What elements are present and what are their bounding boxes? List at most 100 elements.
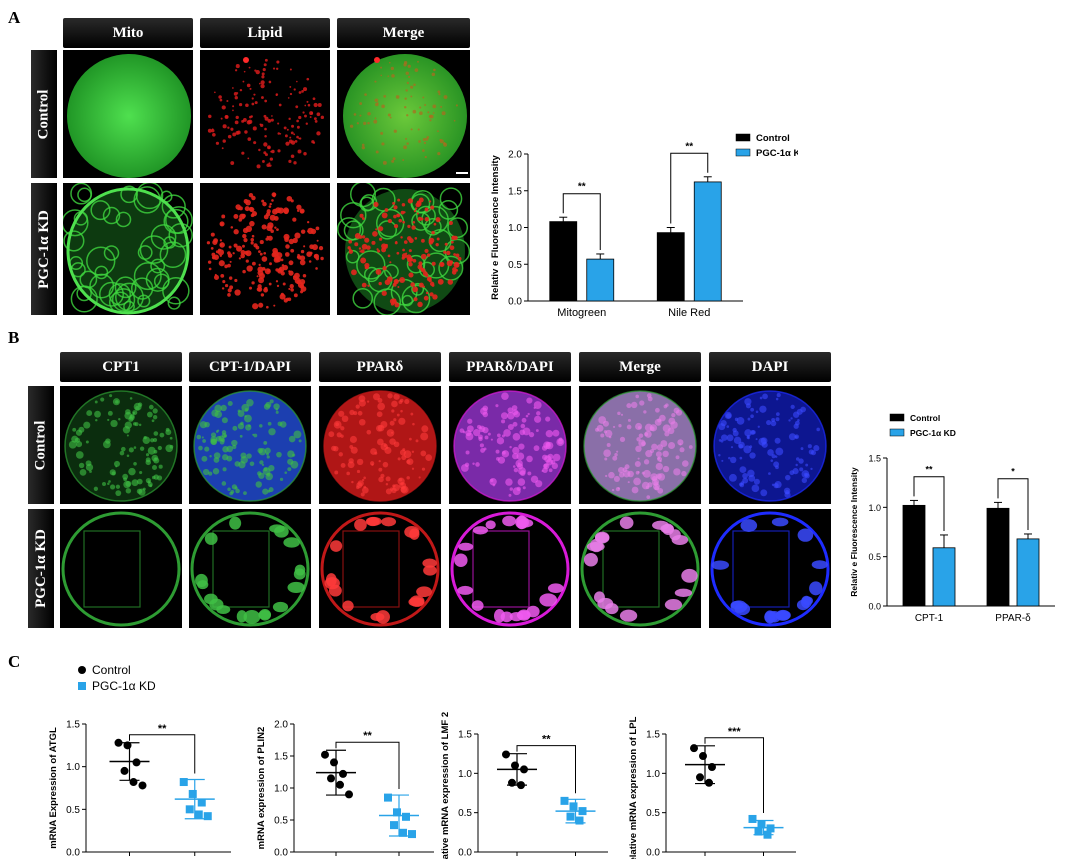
data-point: [336, 780, 344, 789]
image-b-r1-c1: [189, 509, 311, 628]
category-label: PPAR-δ: [995, 613, 1031, 624]
image-b-r1-c5: [709, 509, 831, 628]
y-tick-label: 1.0: [274, 784, 288, 795]
bar-control-1: [656, 232, 685, 302]
panel-letter-a: A: [8, 8, 21, 27]
bar-control-0: [549, 221, 578, 302]
y-tick-label: 1.5: [458, 730, 472, 741]
y-tick-label: 0.5: [274, 816, 288, 827]
legend-label: Control: [756, 133, 790, 144]
y-tick-label: 0.5: [646, 808, 660, 819]
category-label: Nile Red: [668, 307, 710, 319]
chart-c-atgl: 0.0 0.5 1.0 1.5 mRNA Expression of ATGL **: [48, 720, 231, 859]
data-point: [345, 790, 353, 799]
y-axis-label: Relative mRNA expression of LMF 2: [440, 712, 451, 859]
bar-pgc1kd-1: [693, 181, 722, 302]
image-merge-control: [337, 50, 470, 178]
data-point: [748, 814, 757, 823]
significance-label: **: [685, 141, 693, 152]
data-point: [757, 820, 766, 829]
data-point: [390, 821, 398, 830]
data-point: [129, 778, 138, 787]
data-point: [408, 830, 416, 839]
y-tick-label: 2.0: [274, 720, 288, 731]
data-point: [399, 828, 407, 837]
significance-bracket: [516, 745, 576, 794]
header-mito: Mito: [63, 18, 193, 48]
legend-swatch: [889, 428, 905, 437]
y-axis-label: Relativ e Fluorescence Intensity: [490, 154, 501, 299]
y-tick-label: 0.0: [274, 848, 288, 859]
significance-label: **: [542, 734, 551, 746]
bar-pgc1kd-0: [586, 258, 615, 302]
header-merge-b: Merge: [579, 352, 701, 382]
chart-c-plin2: 0.0 0.5 1.0 1.5 2.0 mRNA expression of PLIN2 *…: [256, 720, 434, 859]
data-point: [696, 773, 704, 782]
row-label-kd-b: PGC-1α KD: [28, 509, 54, 628]
data-point: [766, 824, 775, 833]
panel-letter-c: C: [8, 652, 21, 671]
y-tick-label: 0.5: [868, 552, 881, 562]
image-b-r1-c3: [449, 509, 571, 628]
data-point: [188, 789, 197, 798]
image-mito-kd: [63, 183, 193, 315]
legend-swatch: [735, 133, 751, 142]
y-tick-label: 1.5: [868, 454, 881, 464]
image-b-r0-c2: [319, 386, 441, 504]
legend-c-kd-marker: [78, 682, 86, 690]
image-mito-control: [63, 50, 193, 178]
y-tick-label: 1.5: [66, 720, 80, 731]
y-tick-label: 1.0: [868, 503, 881, 513]
legend-label: PGC-1α KD: [756, 148, 798, 159]
y-tick-label: 1.5: [646, 730, 660, 741]
data-point: [327, 774, 335, 783]
image-b-r0-c1: [189, 386, 311, 504]
significance-bracket: [704, 737, 764, 813]
data-point: [560, 796, 569, 805]
significance-label: ***: [728, 726, 742, 738]
data-point: [132, 758, 141, 767]
significance-label: **: [578, 182, 586, 193]
significance-bracket: [913, 476, 945, 531]
row-label-kd-a: PGC-1α KD: [31, 183, 57, 315]
data-point: [321, 750, 329, 759]
image-b-r0-c4: [579, 386, 701, 504]
y-tick-label: 1.5: [274, 752, 288, 763]
chart-a-fluorescence: 0.0 0.5 1.0 1.5 2.0 Relativ e Fluorescence In…: [490, 133, 798, 319]
scale-bar: [456, 172, 468, 174]
bar-pgc1kd-0: [932, 547, 956, 607]
data-point: [393, 808, 401, 817]
data-point: [575, 816, 584, 825]
bar-control-1: [986, 507, 1010, 607]
y-tick-label: 1.0: [458, 769, 472, 780]
significance-label: *: [1011, 467, 1015, 477]
significance-bracket: [997, 478, 1029, 530]
header-lipid: Lipid: [200, 18, 330, 48]
y-tick-label: 0.0: [868, 602, 881, 612]
legend-swatch: [889, 413, 905, 422]
significance-label: **: [158, 723, 167, 735]
legend-label: Control: [910, 413, 940, 423]
header-dapi: DAPI: [709, 352, 831, 382]
image-b-r0-c0: [60, 386, 182, 504]
y-tick-label: 0.0: [646, 848, 660, 859]
data-point: [203, 812, 212, 821]
significance-label: **: [925, 465, 933, 475]
y-axis-label: Relativ e Fluorescence Intensity: [849, 467, 859, 597]
y-axis-label: Relative mRNA expression of LPL: [628, 716, 639, 859]
significance-bracket: [670, 152, 709, 224]
data-point: [197, 798, 206, 807]
data-point: [138, 781, 147, 790]
bar-control-0: [902, 504, 926, 607]
image-merge-kd: [337, 183, 470, 315]
y-tick-label: 0.0: [66, 848, 80, 859]
data-point: [754, 827, 763, 836]
category-label: Mitogreen: [557, 307, 606, 319]
data-point: [194, 810, 203, 819]
significance-bracket: [562, 193, 601, 250]
y-tick-label: 1.0: [646, 769, 660, 780]
row-label-control-a: Control: [31, 50, 57, 178]
significance-label: **: [363, 730, 372, 742]
y-tick-label: 1.5: [508, 186, 522, 197]
data-point: [705, 778, 713, 787]
